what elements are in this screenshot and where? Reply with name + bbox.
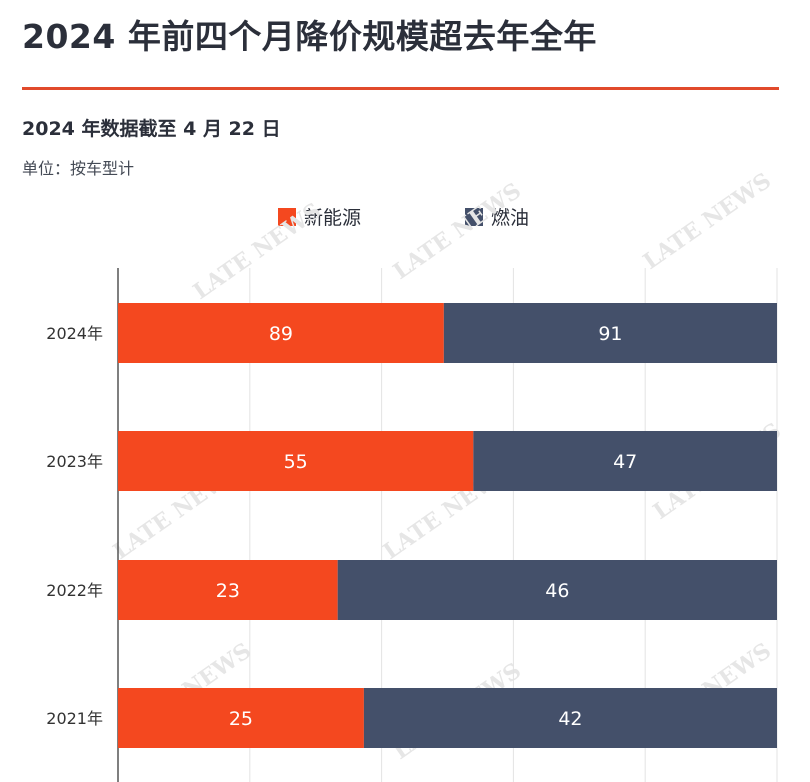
watermark-text: LATE NEWS [389, 178, 526, 285]
bar-fuel [363, 688, 777, 748]
watermark-text: LATE NEWS [639, 168, 776, 275]
bar-value-label-new-energy: 23 [216, 580, 240, 602]
legend-label-fuel: 燃油 [491, 207, 530, 229]
title-divider [22, 87, 779, 90]
chart-subtitle: 2024 年数据截至 4 月 22 日 [22, 118, 281, 140]
bar-value-label-fuel: 46 [545, 580, 569, 602]
category-label: 2024年 [46, 324, 103, 343]
bar-fuel [473, 431, 777, 491]
legend-swatch-new-energy [278, 207, 296, 226]
legend-item-fuel: 燃油 [465, 203, 529, 230]
legend-label-new-energy: 新能源 [304, 207, 362, 229]
bar-value-label-new-energy: 55 [284, 451, 308, 473]
category-label: 2023年 [46, 452, 103, 471]
bar-value-label-new-energy: 89 [269, 323, 293, 345]
bar-fuel [337, 560, 777, 620]
category-label: 2021年 [46, 709, 103, 728]
bar-new-energy [118, 688, 364, 748]
bar-new-energy [118, 431, 474, 491]
legend-item-new-energy: 新能源 [278, 203, 361, 230]
chart-title: 2024 年前四个月降价规模超去年全年 [22, 17, 597, 56]
bar-fuel [443, 303, 777, 363]
bar-value-label-fuel: 47 [613, 451, 637, 473]
legend-swatch-fuel [465, 207, 483, 226]
bar-value-label-fuel: 91 [598, 323, 622, 345]
unit-note: 单位：按车型计 [22, 159, 135, 178]
legend: 新能源 燃油 [0, 203, 810, 233]
bar-value-label-fuel: 42 [558, 708, 582, 730]
category-label: 2022年 [46, 581, 103, 600]
bar-value-label-new-energy: 25 [229, 708, 253, 730]
bar-new-energy [118, 560, 338, 620]
watermark-text: LATE NEWS [189, 198, 326, 305]
bar-new-energy [118, 303, 444, 363]
